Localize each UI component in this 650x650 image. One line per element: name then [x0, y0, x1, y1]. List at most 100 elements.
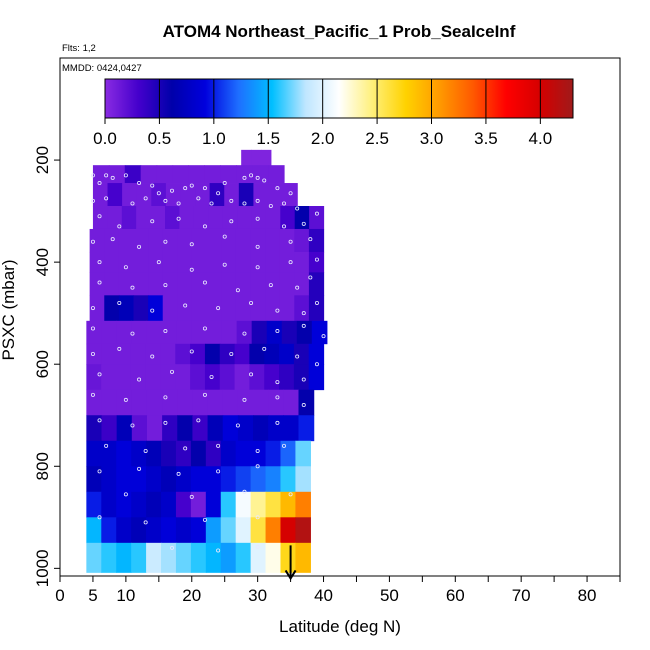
observation-points [90, 173, 326, 553]
heatmap-cell [224, 183, 240, 207]
observation-point [117, 346, 122, 351]
observation-point [183, 303, 188, 308]
heatmap-cell [235, 542, 252, 573]
observation-point [275, 308, 280, 313]
observation-point [169, 369, 174, 374]
heatmap-cell [86, 389, 103, 416]
heatmap-cell [219, 343, 236, 365]
heatmap-cell [293, 343, 310, 365]
heatmap-cell [101, 364, 117, 391]
observation-point [150, 354, 155, 359]
heatmap-cell [146, 466, 162, 493]
observation-point [183, 446, 188, 451]
observation-point [216, 443, 221, 448]
heatmap-cell [101, 517, 117, 544]
observation-point [163, 420, 168, 425]
heatmap-cell [295, 491, 311, 518]
heatmap-cell [283, 415, 300, 442]
x-tick-label: 60 [446, 586, 465, 605]
heatmap-cell [146, 491, 162, 518]
observation-point [176, 201, 181, 206]
heatmap-cell [116, 364, 132, 391]
heatmap-cell [219, 364, 236, 391]
heatmap-cell [268, 183, 284, 207]
heatmap-cell [133, 295, 149, 322]
observation-point [242, 331, 247, 336]
observation-point [242, 175, 247, 180]
heatmap-cell [131, 542, 147, 573]
observation-point [255, 265, 260, 270]
observation-point [308, 237, 313, 242]
observation-point [150, 183, 155, 188]
heatmap-cell [279, 272, 295, 296]
observation-point [249, 372, 254, 377]
heatmap-cell [311, 320, 328, 345]
observation-point [235, 288, 240, 293]
observation-point [209, 374, 214, 379]
heatmap-cell [101, 320, 118, 345]
heatmap-cell [118, 251, 135, 273]
heatmap-cell [268, 165, 285, 184]
heatmap-cell [265, 517, 282, 544]
heatmap-cell [86, 440, 102, 467]
heatmap-cell [160, 343, 176, 365]
observation-point [137, 244, 142, 249]
observation-point [301, 377, 306, 382]
heatmap-cell [89, 251, 105, 273]
heatmap-cell [220, 491, 237, 518]
heatmap-cell [130, 343, 147, 365]
heatmap-cell [204, 364, 221, 391]
heatmap-cell [268, 389, 284, 416]
heatmap-cell [101, 415, 118, 442]
observation-point [104, 196, 109, 201]
heatmap-cell [250, 251, 266, 273]
observation-point [301, 403, 306, 408]
heatmap-cell [146, 320, 163, 345]
colorbar-tick-labels: 0.0 0.5 1.0 1.5 2.0 2.5 3.0 3.5 4.0 [93, 129, 552, 148]
heatmap-cell [193, 206, 209, 230]
y-axis: 200 400 600 800 1000 [33, 146, 60, 587]
colorbar-tick-label: 2.0 [311, 129, 335, 148]
heatmap-cell [86, 517, 102, 544]
x-tick-label: 70 [512, 586, 531, 605]
heatmap-cell [145, 364, 162, 391]
heatmap-cell [89, 228, 105, 253]
heatmap-cell [234, 343, 251, 365]
observation-point [130, 201, 135, 206]
x-tick-label: 50 [380, 586, 399, 605]
heatmap-cell [161, 440, 177, 467]
colorbar-tick-label: 2.5 [365, 129, 389, 148]
heatmap-cell [234, 364, 251, 391]
observation-point [137, 181, 142, 186]
heatmap-cell [146, 440, 162, 467]
observation-point [314, 211, 319, 216]
heatmap-cell [161, 320, 178, 345]
observation-point [242, 397, 247, 402]
heatmap-cell [220, 466, 237, 493]
heatmap-cell [207, 415, 224, 442]
x-tick-label: 80 [578, 586, 597, 605]
heatmap-cell [177, 272, 193, 296]
heatmap-cell [249, 343, 265, 365]
colorbar-tick-label: 3.0 [420, 129, 444, 148]
heatmap-cell [116, 389, 133, 416]
heatmap-cell [162, 415, 178, 442]
heatmap-cell [235, 272, 252, 296]
heatmap-cell [116, 320, 133, 345]
observation-point [255, 544, 260, 549]
heatmap-cell [236, 165, 253, 184]
y-tick-label: 400 [33, 248, 52, 276]
heatmap-cell [118, 295, 135, 322]
x-tick-label: 20 [182, 586, 201, 605]
observation-point [281, 443, 286, 448]
observation-point [117, 224, 122, 229]
x-axis: 0 5 10 20 30 40 50 60 70 80 [55, 576, 621, 605]
heatmap-cell [133, 228, 149, 253]
heatmap-cell [175, 466, 192, 493]
heatmap-cell [235, 251, 252, 273]
heatmap-cell [206, 251, 222, 273]
heatmap-cell [309, 206, 325, 230]
observation-point [189, 183, 194, 188]
y-tick-label: 600 [33, 350, 52, 378]
heatmap-cell [172, 165, 190, 184]
